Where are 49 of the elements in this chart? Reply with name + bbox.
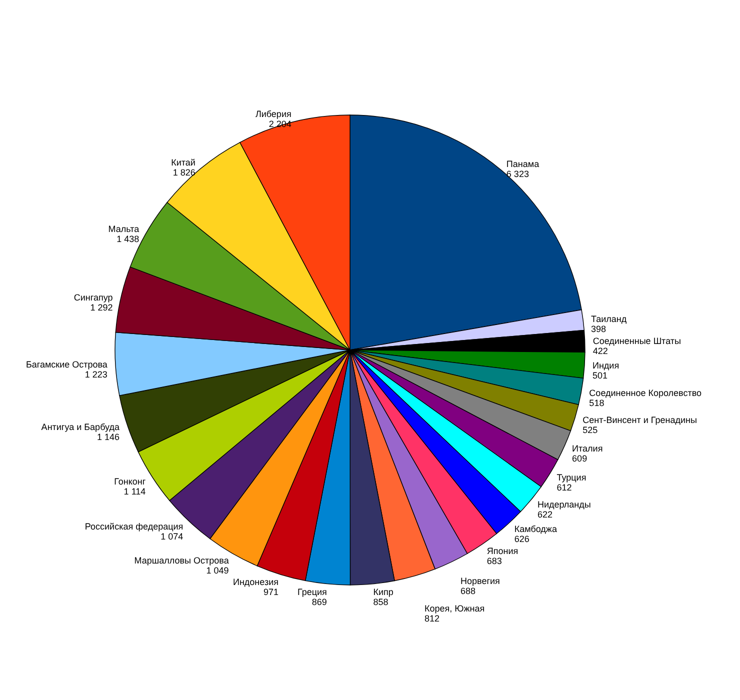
data-label: 612 [556,482,572,493]
slice-label: Италия [572,444,603,454]
data-label: 518 [589,398,604,408]
slice-label: Нидерланды [537,500,591,510]
data-label: 422 [592,346,608,356]
data-label: 812 [424,613,440,624]
data-label: 869 [312,596,327,607]
slice-label: Греция [297,586,328,597]
slice-label: Сингапур [74,292,113,302]
data-label: 1 114 [124,486,146,497]
data-label: 609 [572,454,588,464]
slice-label: Камбоджа [514,524,557,534]
slice-label: Гонконг [114,476,146,487]
slice-label: Соединенное Королевство [589,388,702,398]
slice-label: Кипр [373,586,394,597]
data-label: 1 074 [160,532,184,542]
slice-label: Багамские Острова [26,360,108,370]
slice-label: Соединенные Штаты [592,336,681,346]
data-label: 525 [582,425,598,436]
data-label: 1 223 [84,370,108,380]
data-label: 971 [263,587,279,598]
slice-label: Норвегия [460,576,500,586]
slice-label: Индия [592,360,620,371]
data-label: 501 [592,370,608,381]
data-label: 1 146 [96,432,120,442]
slice-label: Либерия [255,109,292,120]
slice-label: Маршалловы Острова [134,556,229,566]
data-label: 2 204 [268,119,292,130]
slice-label: Российская федерация [84,522,184,532]
slice-label: Панама [506,159,540,170]
slice-label: Китай [171,158,196,168]
data-label: 1 292 [90,302,113,312]
slice-label: Япония [486,546,518,556]
slice-label: Турция [556,472,586,483]
data-label: 398 [591,324,606,334]
slice-label: Таиланд [591,314,628,324]
data-label: 1 438 [116,234,140,244]
data-label: 688 [460,586,476,596]
data-label: 626 [514,534,530,544]
slice-label: Индонезия [232,577,279,588]
slice-label: Корея, Южная [424,603,485,614]
data-label: 683 [486,556,502,566]
slice-label: Мальта [108,224,140,234]
data-label: 1 826 [172,168,196,178]
data-label: 1 049 [206,566,229,576]
data-label: 622 [537,510,552,520]
slice-label: Антигуа и Барбуда [41,422,120,432]
slice-label: Сент-Винсент и Гренадины [582,415,697,426]
data-label: 858 [373,596,388,607]
